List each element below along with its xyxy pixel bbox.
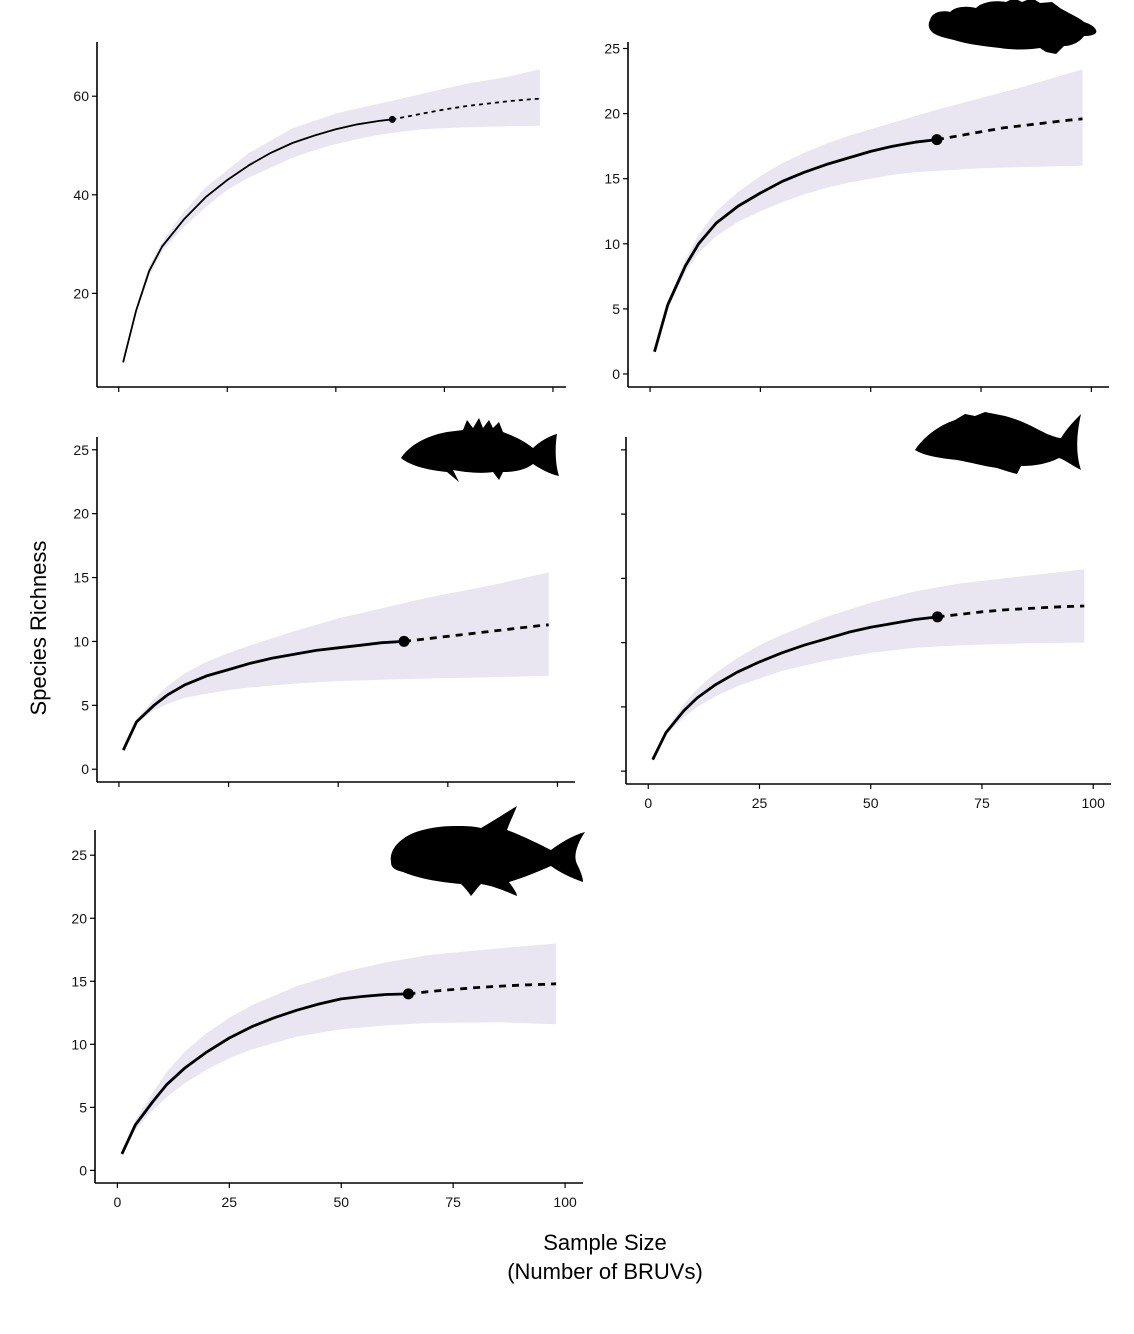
- x-tick-label: 100: [553, 1194, 577, 1210]
- panel-grouper: 0 5 10 15 20 25: [604, 41, 1109, 392]
- y-tick-label: 25: [604, 41, 620, 57]
- x-tick-label: 50: [333, 1194, 349, 1210]
- ci-ribbon: [123, 69, 540, 364]
- x-axis-title-line2: (Number of BRUVs): [507, 1259, 703, 1284]
- y-axis-ticks: 20 40 60: [73, 88, 97, 301]
- extrapolated-curve: [392, 97, 540, 121]
- y-tick-label: 5: [79, 1099, 87, 1115]
- observed-curve: [120, 992, 409, 1155]
- x-axis-title-line1: Sample Size: [543, 1230, 667, 1255]
- y-axis-title: Species Richness: [26, 541, 51, 716]
- y-tick-label: 0: [81, 761, 89, 777]
- y-tick-label: 20: [73, 285, 89, 301]
- panel-all-species: 20 40 60: [73, 42, 566, 392]
- y-tick-label: 60: [73, 88, 89, 104]
- x-tick-label: 25: [222, 1194, 238, 1210]
- x-axis-ticks: 0 25 50 75 100: [644, 784, 1105, 811]
- y-tick-label: 40: [73, 187, 89, 203]
- reference-point: [398, 635, 410, 647]
- trevally-icon: [390, 806, 585, 896]
- x-axis-ticks: [118, 782, 559, 787]
- x-tick-label: 75: [445, 1194, 461, 1210]
- grouper-icon: [928, 0, 1097, 54]
- extrapolated-curve: [937, 604, 1085, 619]
- y-tick-label: 0: [612, 366, 620, 382]
- observed-curve: [122, 640, 405, 751]
- observed-curve: [651, 615, 938, 761]
- panel-snapper: 0 5 10 15 20 25: [73, 437, 575, 787]
- emperor-icon: [915, 412, 1081, 474]
- y-axis-ticks: [621, 449, 626, 772]
- observed-curve: [122, 118, 393, 363]
- extrapolated-curve: [936, 117, 1083, 141]
- reference-point: [402, 988, 414, 1000]
- panel-emperor: 0 25 50 75 100: [621, 437, 1111, 811]
- x-tick-label: 0: [113, 1194, 121, 1210]
- extrapolated-curve: [408, 982, 557, 996]
- y-tick-label: 20: [73, 506, 89, 522]
- y-tick-label: 5: [81, 697, 89, 713]
- reference-point: [931, 134, 943, 146]
- y-tick-label: 25: [71, 847, 87, 863]
- x-tick-label: 75: [974, 795, 990, 811]
- y-tick-label: 10: [604, 236, 620, 252]
- ci-ribbon: [121, 943, 557, 1156]
- x-axis-ticks: [649, 387, 1092, 392]
- snapper-icon: [401, 418, 559, 482]
- y-axis-ticks: 0 5 10 15 20 25: [73, 442, 97, 777]
- observed-curve: [653, 138, 938, 353]
- x-tick-label: 50: [863, 795, 879, 811]
- y-tick-label: 25: [73, 442, 89, 458]
- y-tick-label: 15: [71, 973, 87, 989]
- ci-ribbon: [654, 69, 1083, 354]
- x-tick-label: 100: [1082, 795, 1106, 811]
- y-tick-label: 15: [73, 570, 89, 586]
- x-tick-label: 25: [752, 795, 768, 811]
- reference-point: [932, 611, 943, 623]
- x-axis-ticks: [118, 387, 554, 392]
- x-tick-label: 0: [644, 795, 652, 811]
- y-tick-label: 15: [604, 171, 620, 187]
- y-tick-label: 0: [79, 1162, 87, 1178]
- y-axis-ticks: 0 5 10 15 20 25: [71, 847, 95, 1178]
- y-tick-label: 20: [71, 910, 87, 926]
- ci-ribbon: [652, 569, 1085, 761]
- x-axis-ticks: 0 25 50 75 100: [113, 1183, 577, 1210]
- y-tick-label: 20: [604, 106, 620, 122]
- reference-point: [388, 115, 396, 123]
- y-axis-ticks: 0 5 10 15 20 25: [604, 41, 628, 382]
- y-tick-label: 10: [73, 633, 89, 649]
- panel-trevally: 0 5 10 15 20 25 0 25 50 75 100: [71, 830, 583, 1210]
- y-tick-label: 5: [612, 301, 620, 317]
- ci-ribbon: [123, 572, 549, 752]
- y-tick-label: 10: [71, 1036, 87, 1052]
